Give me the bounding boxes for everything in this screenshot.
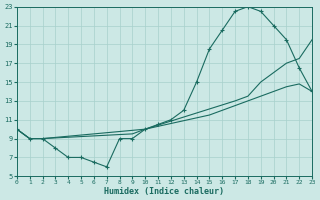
X-axis label: Humidex (Indice chaleur): Humidex (Indice chaleur) (104, 187, 224, 196)
